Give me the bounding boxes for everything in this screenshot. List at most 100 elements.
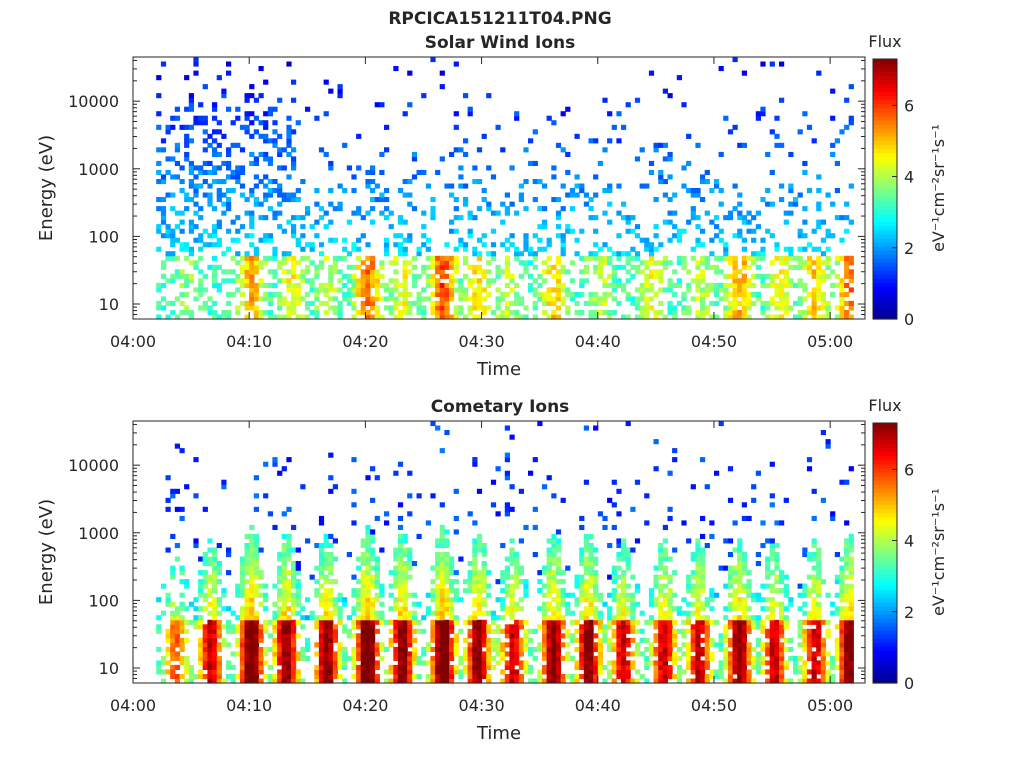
heatmap-cell bbox=[444, 674, 450, 680]
heatmap-cell bbox=[569, 228, 576, 234]
heatmap-cell bbox=[342, 188, 348, 194]
heatmap-cell bbox=[662, 574, 668, 580]
heatmap-cell bbox=[156, 628, 162, 634]
heatmap-cell bbox=[435, 314, 441, 320]
heatmap-cell bbox=[839, 615, 845, 621]
heatmap-cell bbox=[658, 669, 664, 675]
heatmap-cell bbox=[830, 282, 836, 288]
heatmap-cell bbox=[249, 610, 255, 616]
heatmap-cell bbox=[611, 669, 617, 675]
heatmap-cell bbox=[718, 188, 724, 194]
heatmap-cell bbox=[156, 179, 162, 185]
heatmap-cell bbox=[765, 574, 771, 580]
heatmap-cell bbox=[439, 305, 445, 311]
heatmap-cell bbox=[356, 579, 362, 585]
heatmap-cell bbox=[644, 520, 650, 526]
heatmap-cell bbox=[393, 565, 399, 571]
heatmap-cell bbox=[318, 282, 325, 288]
heatmap-cell bbox=[811, 619, 817, 625]
heatmap-cell bbox=[625, 637, 631, 643]
heatmap-cell bbox=[751, 273, 757, 279]
heatmap-cell bbox=[741, 264, 747, 270]
heatmap-cell bbox=[202, 287, 208, 293]
heatmap-cell bbox=[184, 678, 190, 684]
heatmap-cell bbox=[579, 556, 585, 562]
heatmap-cell bbox=[286, 588, 292, 594]
heatmap-cell bbox=[607, 615, 613, 621]
heatmap-cell bbox=[797, 260, 803, 266]
heatmap-cell bbox=[365, 674, 371, 680]
heatmap-cell bbox=[388, 642, 394, 648]
heatmap-cell bbox=[709, 642, 715, 648]
heatmap-cell bbox=[379, 151, 385, 157]
heatmap-cell bbox=[783, 269, 789, 275]
heatmap-cell bbox=[281, 165, 287, 171]
heatmap-cell bbox=[783, 273, 789, 279]
x-axis-label: Time bbox=[476, 359, 521, 380]
heatmap-cell bbox=[583, 479, 589, 485]
heatmap-cell bbox=[397, 515, 404, 521]
heatmap-cell bbox=[844, 565, 850, 571]
heatmap-cell bbox=[779, 628, 785, 634]
heatmap-cell bbox=[662, 538, 668, 544]
heatmap-cell bbox=[639, 282, 645, 288]
heatmap-cell bbox=[263, 651, 269, 657]
heatmap-cell bbox=[444, 565, 450, 571]
heatmap-cell bbox=[542, 278, 548, 284]
heatmap-cell bbox=[305, 646, 311, 652]
heatmap-cell bbox=[579, 633, 585, 639]
heatmap-cell bbox=[356, 565, 362, 571]
heatmap-cell bbox=[346, 552, 352, 558]
heatmap-cell bbox=[797, 314, 803, 320]
heatmap-cell bbox=[216, 633, 222, 639]
heatmap-cell bbox=[551, 610, 557, 616]
heatmap-cell bbox=[318, 633, 325, 639]
heatmap-cell bbox=[481, 310, 487, 316]
heatmap-cell bbox=[444, 300, 450, 306]
heatmap-cell bbox=[700, 624, 706, 630]
heatmap-cell bbox=[449, 674, 455, 680]
heatmap-cell bbox=[253, 296, 259, 302]
heatmap-cell bbox=[212, 282, 218, 288]
heatmap-cell bbox=[574, 251, 580, 257]
heatmap-cell bbox=[160, 206, 167, 212]
heatmap-cell bbox=[565, 565, 571, 571]
heatmap-cell bbox=[755, 552, 761, 558]
heatmap-cell bbox=[644, 646, 650, 652]
heatmap-cell bbox=[806, 619, 813, 625]
heatmap-cell bbox=[239, 628, 246, 634]
heatmap-cell bbox=[737, 588, 743, 594]
heatmap-cell bbox=[416, 291, 422, 297]
heatmap-cell bbox=[806, 556, 813, 562]
heatmap-cell bbox=[174, 314, 180, 320]
heatmap-cell bbox=[374, 664, 380, 670]
heatmap-cell bbox=[416, 246, 422, 252]
heatmap-cell bbox=[737, 228, 743, 234]
heatmap-cell bbox=[648, 169, 655, 175]
heatmap-cell bbox=[676, 75, 682, 81]
heatmap-cell bbox=[593, 215, 599, 221]
heatmap-cell bbox=[634, 651, 641, 657]
heatmap-cell bbox=[830, 601, 836, 607]
heatmap-cell bbox=[360, 300, 366, 306]
heatmap-cell bbox=[239, 615, 246, 621]
heatmap-cell bbox=[258, 201, 264, 207]
heatmap-cell bbox=[170, 615, 176, 621]
heatmap-cell bbox=[212, 628, 218, 634]
heatmap-cell bbox=[727, 624, 734, 630]
heatmap-cell bbox=[267, 156, 273, 162]
heatmap-cell bbox=[393, 674, 399, 680]
heatmap-cell bbox=[625, 291, 631, 297]
heatmap-cell bbox=[309, 610, 315, 616]
heatmap-cell bbox=[709, 219, 715, 225]
heatmap-cell bbox=[365, 655, 371, 661]
heatmap-cell bbox=[616, 583, 622, 589]
heatmap-cell bbox=[253, 246, 259, 252]
heatmap-cell bbox=[528, 260, 534, 266]
heatmap-cell bbox=[156, 305, 162, 311]
heatmap-cell bbox=[291, 129, 297, 135]
heatmap-cell bbox=[244, 552, 250, 558]
heatmap-cell bbox=[830, 664, 836, 670]
heatmap-cell bbox=[542, 592, 548, 598]
heatmap-cell bbox=[277, 615, 283, 621]
